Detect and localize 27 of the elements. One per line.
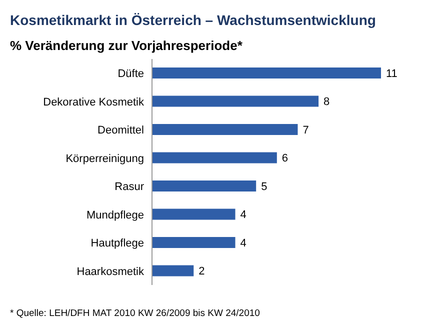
y-tick-label: Hautpflege [90, 238, 144, 250]
text: * Quelle: LEH/DFH MAT 2010 KW 26/2009 bis KW 24/2010 [10, 308, 260, 319]
chart-title: Kosmetikmarkt in Österreich – Wachstumsentwicklung [9, 11, 377, 28]
data-label: 11 [386, 68, 398, 80]
y-tick-label: Düfte [118, 68, 144, 80]
y-tick-label: Haarkosmetik [76, 266, 144, 278]
y-tick-label: Deomittel [98, 124, 144, 137]
bar [152, 236, 236, 248]
data-label: 4 [240, 237, 246, 250]
bar [152, 96, 319, 107]
bar [152, 152, 277, 164]
data-label: 7 [302, 124, 309, 136]
data-label: 8 [324, 96, 330, 108]
y-tick-label: Rasur [114, 181, 144, 194]
bar [152, 67, 381, 78]
chart-subtitle: % Veränderung zur Vorjahresperiode* [9, 37, 244, 53]
bar [152, 180, 256, 192]
bar [152, 265, 194, 276]
y-tick-label: Körperreinigung [66, 152, 144, 165]
y-tick-label: Mundpflege [86, 209, 144, 222]
data-label: 4 [240, 209, 246, 222]
y-tick-label: Dekorative Kosmetik [43, 96, 144, 108]
data-label: 5 [261, 180, 268, 193]
data-label: 2 [198, 266, 205, 278]
bar [152, 124, 298, 135]
data-label: 6 [282, 152, 288, 165]
bar [152, 208, 236, 220]
